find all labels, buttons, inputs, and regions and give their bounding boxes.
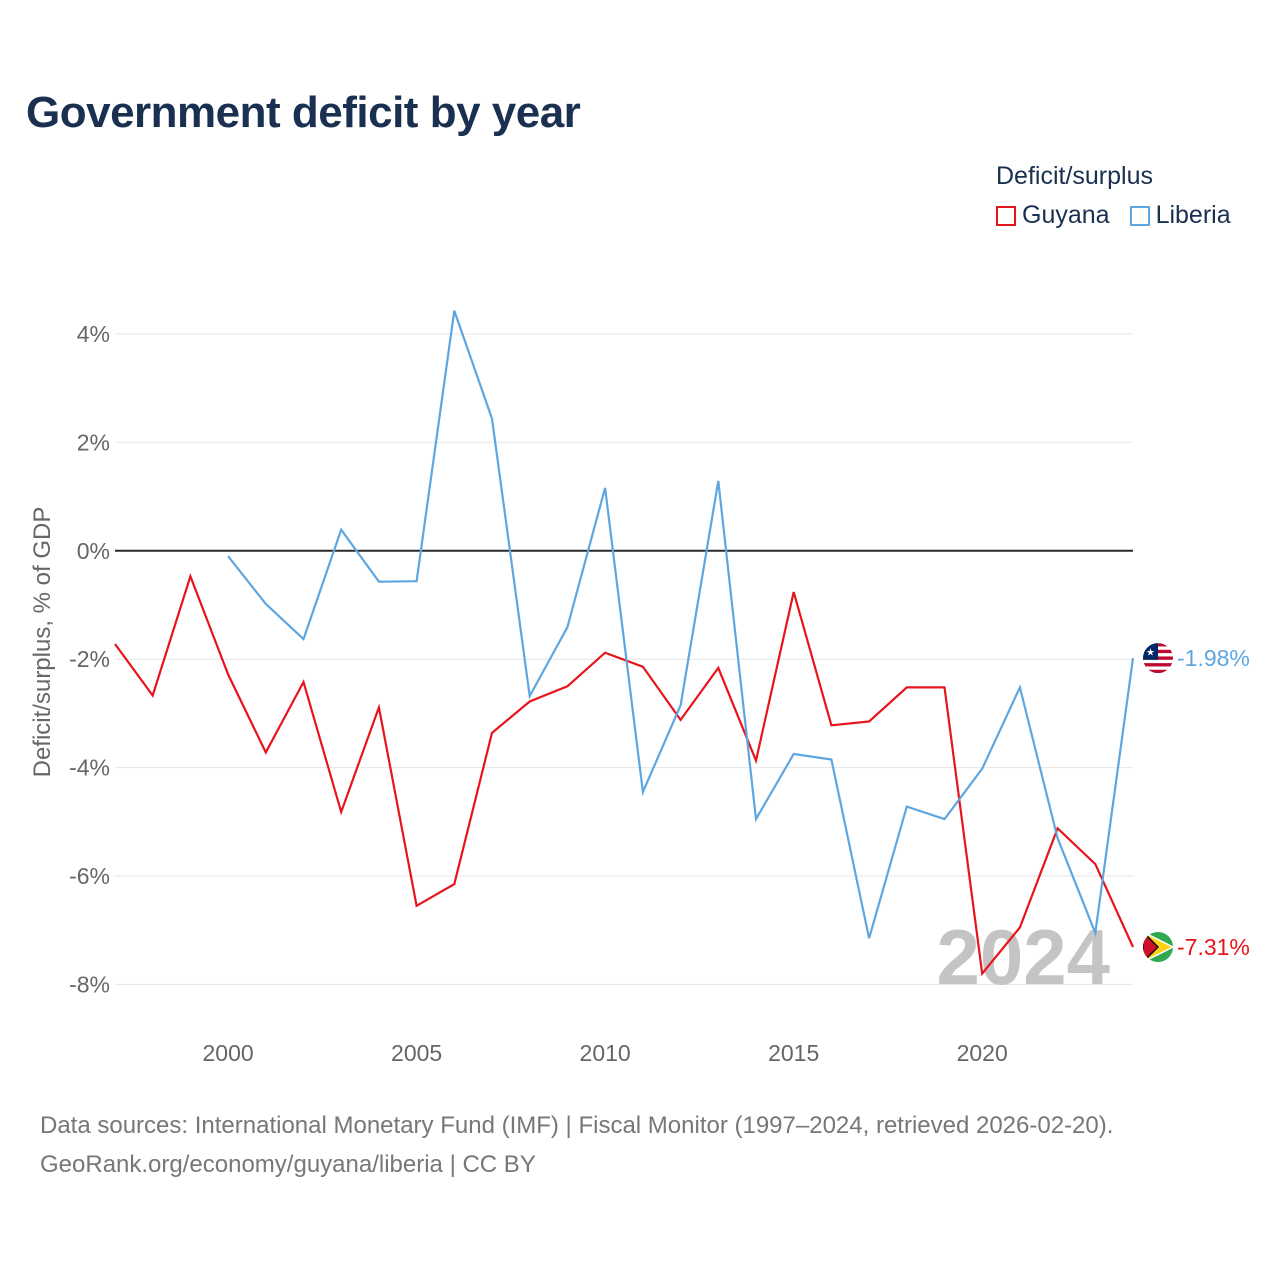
series-layer [114, 310, 1135, 977]
end-label-liberia: -1.98% [1177, 645, 1250, 671]
legend-item-guyana[interactable]: Guyana [996, 201, 1110, 230]
x-tick-label: 2005 [391, 1040, 442, 1066]
grid-layer [115, 333, 1133, 985]
y-tick-label: 0% [77, 538, 110, 564]
legend-item-liberia[interactable]: Liberia [1129, 201, 1231, 230]
svg-text:★: ★ [1146, 647, 1155, 658]
y-tick-label: -2% [69, 646, 110, 672]
chart-title: Government deficit by year [26, 88, 581, 137]
footer: Data sources: International Monetary Fun… [40, 1106, 1113, 1184]
end-label-guyana: -7.31% [1177, 934, 1250, 960]
legend-title: Deficit/surplus [996, 162, 1153, 190]
legend-swatch-guyana [996, 205, 1016, 226]
y-tick-label: -4% [69, 755, 110, 781]
series-line-liberia[interactable] [227, 310, 1135, 939]
legend-swatch-liberia [1129, 205, 1150, 226]
y-tick-label: -8% [69, 971, 110, 997]
axis-layer: 4% 2% 0% -2% -4% -6% -8% 2000 2005 2010 2015 2020 [69, 321, 1133, 1066]
legend-label-guyana: Guyana [1022, 201, 1110, 229]
liberia-flag-icon: ★ [1143, 643, 1173, 674]
x-tick-label: 2020 [957, 1040, 1008, 1066]
y-tick-label: -6% [69, 863, 110, 889]
legend-label-liberia: Liberia [1155, 201, 1231, 229]
y-axis-label: Deficit/surplus, % of GDP [29, 507, 56, 778]
x-tick-label: 2010 [580, 1040, 631, 1066]
footer-link[interactable]: GeoRank.org/economy/guyana/liberia | CC … [40, 1151, 536, 1178]
series-line-guyana[interactable] [114, 572, 1135, 977]
guyana-flag-icon [1143, 932, 1173, 963]
footer-sources: Data sources: International Monetary Fun… [40, 1112, 1114, 1139]
end-label-layer: -7.31% ★ -1.98% [1143, 643, 1250, 963]
x-tick-label: 2015 [768, 1040, 819, 1066]
x-tick-label: 2000 [203, 1040, 254, 1066]
legend: Deficit/surplus Guyana Liberia [996, 162, 1231, 230]
y-tick-label: 2% [77, 429, 110, 455]
y-tick-label: 4% [77, 321, 110, 347]
year-watermark: 2024 [936, 913, 1110, 1001]
